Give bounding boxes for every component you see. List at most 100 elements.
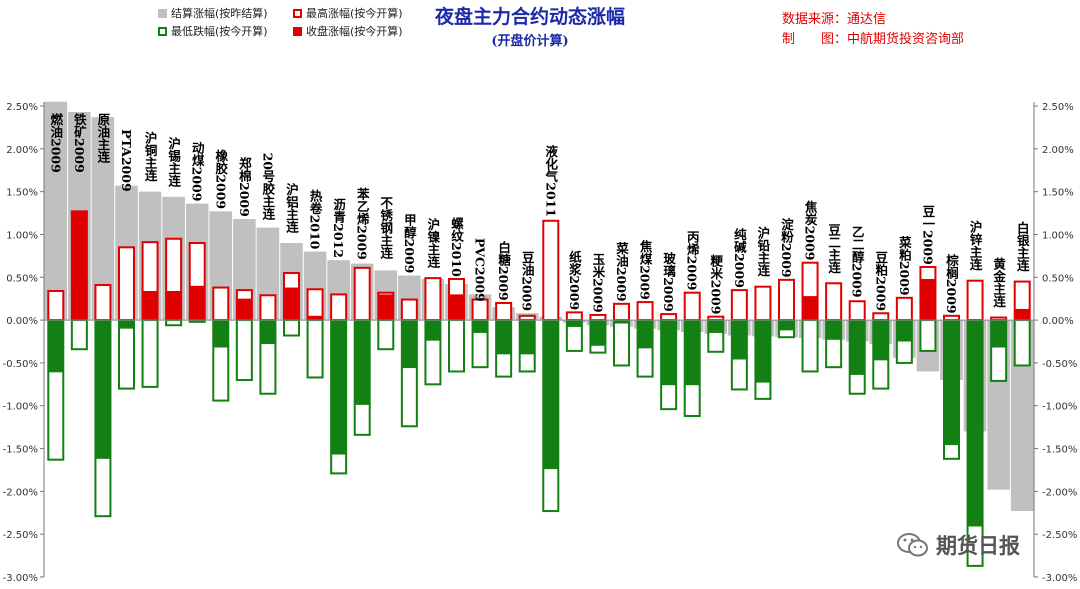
category-label: 纸浆2009: [567, 249, 582, 310]
legend-label-settle: 结算涨幅(按昨结算): [171, 7, 268, 20]
bar-close: [991, 320, 1007, 348]
y-tick-label-left: 1.50%: [6, 188, 38, 199]
bar-close: [236, 298, 252, 321]
category-label: PTA2009: [119, 129, 134, 192]
category-label: 棕榈2009: [944, 253, 959, 314]
bar-low: [235, 319, 253, 382]
y-tick-label-left: -0.50%: [3, 359, 38, 370]
bar-close: [519, 320, 535, 355]
bar-high: [966, 279, 984, 322]
bar-high: [565, 311, 583, 322]
category-label: 不锈钢主连: [378, 196, 393, 259]
category-label: PVC2009: [473, 238, 488, 302]
wechat-icon: [897, 533, 928, 557]
chart-title: 夜盘主力合约动态涨幅: [434, 6, 625, 28]
bar-high: [825, 282, 843, 322]
bar-high: [848, 300, 866, 322]
data-source-line: 数据来源：通达信: [782, 12, 887, 27]
bar-low: [141, 319, 159, 388]
y-tick-label-right: -1.00%: [1042, 402, 1077, 413]
bar-close: [71, 211, 87, 321]
data-source-note: 数据来源：通达信 制 图：中航期货投资咨询部: [782, 10, 964, 50]
bar-close: [967, 320, 983, 527]
bar-close: [496, 320, 512, 355]
bar-low: [283, 319, 300, 337]
bar-high: [495, 301, 513, 322]
category-label: 丙烯2009: [685, 231, 700, 291]
bar-close: [661, 320, 677, 386]
bar-close: [944, 320, 959, 446]
bar-low: [1013, 319, 1031, 367]
category-label: 淀粉2009: [779, 217, 794, 278]
bar-high: [471, 298, 489, 322]
legend-swatch-settle: [158, 8, 167, 18]
y-tick-label-right: 0.50%: [1042, 273, 1074, 284]
category-label: 沪镍主连: [425, 217, 440, 269]
bar-close: [920, 278, 936, 321]
bar-close: [166, 290, 182, 321]
legend-item-close: 收盘涨幅(按今开算): [293, 23, 428, 39]
legend-swatch-high: [293, 8, 302, 18]
category-label: 纯碱2009: [732, 227, 747, 288]
bar-close: [401, 320, 417, 369]
bar-close: [684, 320, 700, 386]
bar-low: [448, 319, 465, 373]
category-label: 动煤2009: [190, 142, 205, 202]
category-label: 沪铅主连: [755, 226, 770, 278]
bar-high: [94, 283, 112, 322]
legend-label-high: 最高涨幅(按今开算): [306, 7, 403, 20]
y-tick-label-right: -2.00%: [1042, 487, 1077, 498]
bar-close: [802, 296, 818, 321]
legend-row-1: 结算涨幅(按昨结算) 最高涨幅(按今开算): [158, 4, 428, 22]
bar-close: [873, 320, 889, 361]
category-label: 沥青2012: [331, 198, 346, 258]
legend-label-close: 收盘涨幅(按今开算): [306, 25, 403, 38]
bar-close: [826, 320, 842, 340]
bar-close: [95, 320, 111, 459]
watermark-text: 期货日报: [936, 534, 1020, 558]
bar-high: [424, 277, 442, 322]
bar-low: [801, 319, 819, 373]
category-label: 粳米2009: [708, 254, 723, 315]
bar-low: [118, 319, 135, 390]
bar-high: [683, 291, 701, 322]
y-tick-label-left: 1.00%: [6, 230, 38, 241]
category-label: 甲醇2009: [402, 214, 417, 274]
bar-close: [307, 315, 323, 321]
y-tick-label-left: -2.50%: [3, 530, 38, 541]
y-tick-label-left: 0.00%: [6, 316, 38, 327]
bar-close: [48, 320, 64, 373]
y-tick-label-right: 0.00%: [1042, 316, 1074, 327]
bar-high: [400, 298, 418, 322]
bar-close: [472, 320, 488, 333]
y-tick-label-right: -1.50%: [1042, 445, 1077, 456]
category-label: 焦煤2009: [638, 239, 653, 300]
bar-close: [449, 294, 464, 321]
bar-settle: [1010, 320, 1034, 512]
y-tick-label-right: -2.50%: [1042, 530, 1077, 541]
bar-close: [119, 320, 134, 329]
category-label: 沪铜主连: [143, 131, 158, 183]
bar-close: [566, 320, 582, 327]
category-label: 玻璃2009: [661, 251, 676, 312]
category-label: 豆粕2009: [873, 251, 888, 311]
bar-low: [613, 319, 630, 367]
category-label: 热卷2010: [308, 189, 323, 250]
category-label: 沪锌主连: [968, 220, 983, 272]
bar-close: [142, 290, 158, 321]
bar-high: [47, 289, 65, 322]
watermark: 期货日报: [896, 530, 1020, 560]
bar-high: [754, 285, 772, 322]
legend-item-high: 最高涨幅(按今开算): [293, 5, 428, 21]
y-tick-label-left: -1.50%: [3, 445, 38, 456]
bar-close: [189, 285, 205, 321]
category-label: 菜油2009: [614, 241, 629, 302]
bar-close: [331, 320, 347, 455]
category-label: 液化气2011: [543, 144, 558, 217]
bar-close: [378, 294, 394, 321]
bar-high: [259, 294, 277, 322]
bar-high: [778, 278, 795, 322]
bar-close: [425, 320, 441, 341]
bar-close: [849, 320, 865, 375]
category-label: 乙二醇2009: [850, 225, 865, 297]
